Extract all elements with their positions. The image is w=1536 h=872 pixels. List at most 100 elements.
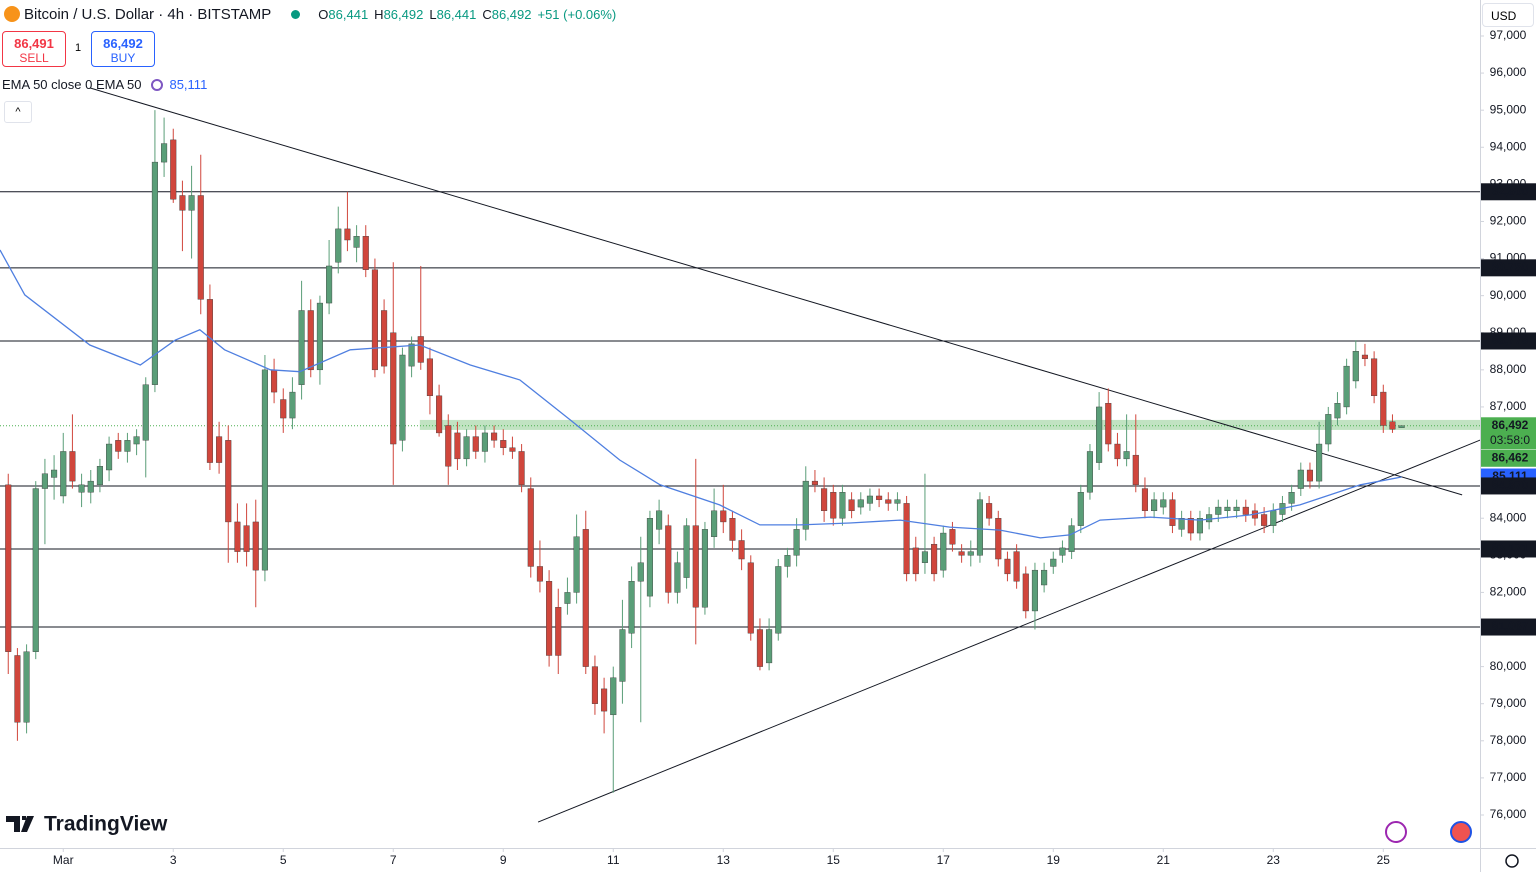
candle-body (362, 236, 369, 270)
candle-body (1380, 391, 1387, 426)
candle-body (1224, 506, 1231, 512)
alert-icon[interactable] (1385, 821, 1407, 843)
x-tick-label: 9 (500, 853, 507, 867)
candle-body (51, 469, 58, 478)
candle-body (87, 480, 94, 493)
candle-body (216, 436, 223, 463)
candle-body (1206, 514, 1213, 523)
buy-button[interactable]: 86,492 BUY (91, 31, 155, 67)
candle-body (151, 161, 158, 385)
x-tick-label: 15 (827, 853, 841, 867)
candle-body (793, 529, 800, 556)
spread: 1 (75, 42, 82, 54)
buy-label: BUY (110, 51, 136, 65)
candle-body (1160, 499, 1167, 508)
candle-body (408, 343, 415, 367)
logo-text: TradingView (44, 813, 168, 836)
candle-body (784, 555, 791, 567)
candle-body (417, 336, 424, 363)
price-tag-label: 84,870 (1492, 478, 1529, 492)
price-tag-label: 86,462 (1492, 450, 1529, 464)
ohlc-label: O (318, 6, 329, 22)
candle-body (1050, 558, 1057, 567)
zone (419, 419, 1480, 430)
candle-body (41, 473, 48, 489)
candle-body (225, 440, 232, 523)
x-tick-label: 5 (280, 853, 287, 867)
candle-body (546, 581, 553, 656)
y-tick-label: 88,000 (1490, 362, 1527, 376)
candle-body (637, 562, 644, 582)
candle-body (1086, 451, 1093, 493)
candle-body (115, 440, 122, 452)
ohlc-value: 86,492 (383, 6, 424, 22)
ohlc-value: 86,492 (491, 6, 532, 22)
indicator-label: EMA 50 close 0 EMA 50 (2, 77, 142, 92)
y-tick-label: 79,000 (1490, 696, 1527, 710)
candle-body (14, 655, 21, 723)
ohlc-label: L (429, 6, 437, 22)
settings-icon[interactable] (1505, 854, 1519, 868)
candle-body (307, 310, 314, 371)
sell-button[interactable]: 86,491 SELL (2, 31, 66, 67)
candle-body (344, 228, 351, 241)
candle-body (610, 677, 617, 716)
candle-body (1215, 506, 1222, 515)
candle-body (509, 447, 516, 452)
candle-body (536, 566, 543, 582)
candle-body (472, 436, 479, 452)
price-tag (1481, 540, 1536, 558)
candle-body (1196, 518, 1203, 534)
candle-body (976, 499, 983, 556)
candle-body (573, 536, 580, 593)
y-tick-label: 95,000 (1490, 102, 1527, 116)
candle-body (60, 451, 67, 497)
candle-body (1398, 425, 1405, 428)
candle-body (1013, 551, 1020, 582)
candle-body (1334, 403, 1341, 419)
candle-body (1022, 573, 1029, 612)
price-tag (1481, 183, 1536, 201)
candle-body (921, 551, 928, 563)
x-tick-label: 21 (1157, 853, 1171, 867)
y-tick-label: 87,000 (1490, 399, 1527, 413)
candle-body (738, 540, 745, 560)
x-tick-label: 25 (1377, 853, 1391, 867)
candle-body (931, 543, 938, 575)
candle-body (261, 369, 268, 571)
header: Bitcoin / U.S. Dollar · 4h · BITSTAMP O 8… (0, 0, 616, 28)
candle-body (23, 651, 30, 723)
candle-body (197, 195, 204, 300)
candle-body (188, 195, 195, 211)
candle-body (1242, 506, 1249, 515)
candle-body (766, 629, 773, 664)
collapse-button[interactable]: ^ (4, 101, 32, 123)
symbol-title[interactable]: Bitcoin / U.S. Dollar · 4h · BITSTAMP (24, 5, 272, 23)
candle-body (1169, 499, 1176, 526)
candle-body (1105, 403, 1112, 445)
price-tag (1481, 477, 1536, 495)
trendline (537, 439, 1480, 823)
candle-body (986, 503, 993, 519)
candle-body (1325, 414, 1332, 445)
candle-body (445, 425, 452, 467)
candle-body (775, 566, 782, 634)
ohlc-label: H (374, 6, 384, 22)
candle-body (1077, 492, 1084, 526)
ohlc-change: +51 (+0.06%) (537, 6, 617, 22)
candle-body (426, 358, 433, 397)
candle-body (656, 510, 663, 530)
candle-body (280, 399, 287, 419)
candle-body (133, 436, 140, 445)
candle-body (1068, 525, 1075, 552)
candle-body (170, 139, 177, 200)
candle-body (316, 302, 323, 371)
x-tick-label: 11 (607, 853, 620, 867)
candle-body (335, 228, 342, 263)
x-tick-label: 17 (937, 853, 951, 867)
flag-icon[interactable] (1450, 821, 1472, 843)
candle-body (1343, 365, 1350, 408)
indicator-icon[interactable] (151, 78, 164, 91)
currency-select[interactable]: USD (1482, 3, 1534, 27)
candle-body (1151, 499, 1158, 512)
